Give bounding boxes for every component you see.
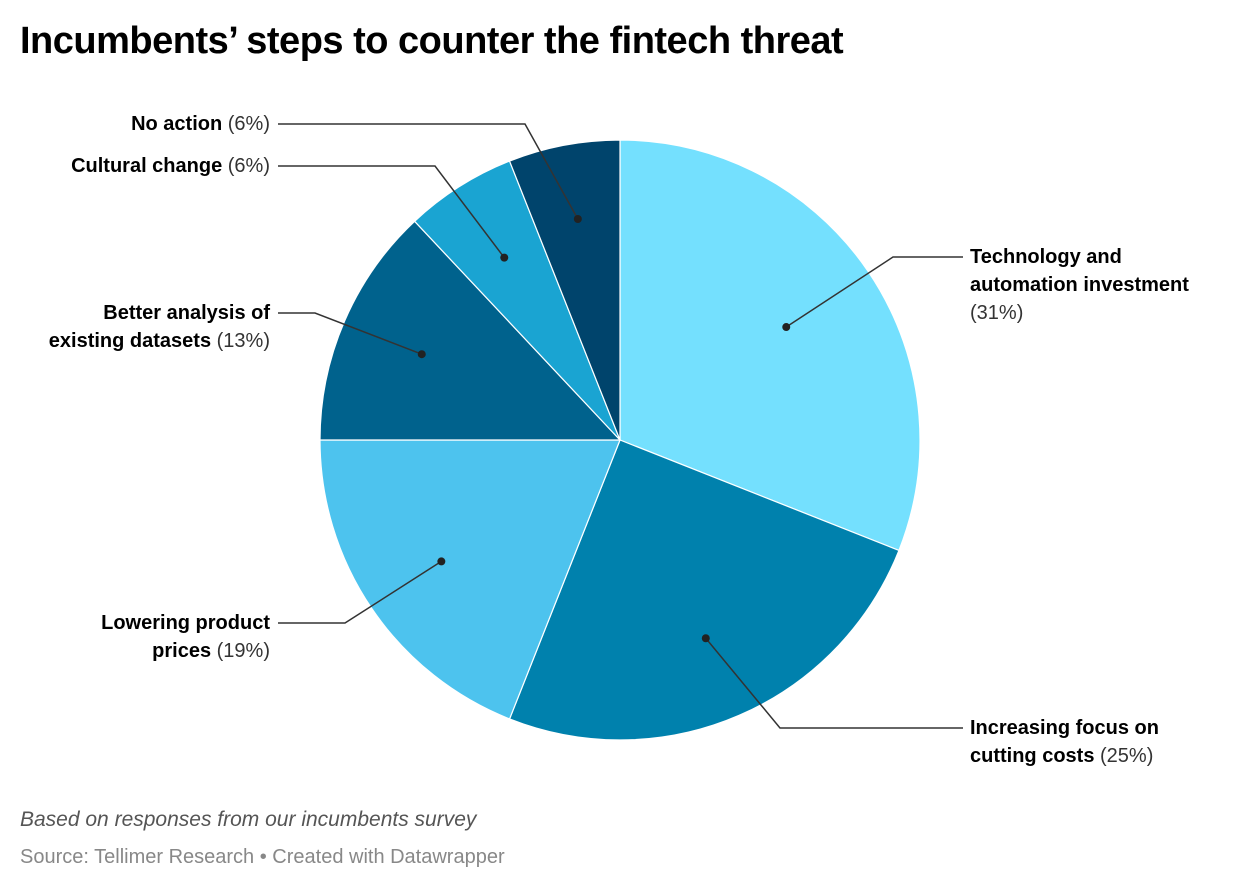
- label-technology-line2: automation investment: [970, 274, 1189, 296]
- leader-dot-technology: [782, 323, 791, 332]
- leader-line-prices: [278, 560, 442, 624]
- label-costs-line1: Increasing focus on: [970, 717, 1159, 739]
- label-analysis-pct: (13%): [216, 330, 270, 352]
- leader-dot-noaction: [573, 214, 582, 223]
- chart-note: Based on responses from our incumbents s…: [20, 808, 477, 831]
- label-cultural: Cultural change (6%): [71, 152, 270, 180]
- label-noaction: No action (6%): [131, 110, 270, 138]
- label-prices-line1: Lowering product: [101, 612, 270, 634]
- label-costs-pct: (25%): [1100, 745, 1154, 767]
- pie-slice-costs: [508, 439, 900, 741]
- label-cultural-pct: (6%): [227, 155, 270, 177]
- label-noaction-pct: (6%): [227, 113, 270, 135]
- label-analysis-line1: Better analysis of: [103, 302, 270, 324]
- pie-slice-prices: [319, 439, 621, 720]
- label-analysis: Better analysis of existing datasets (13…: [49, 299, 270, 355]
- leader-line-cultural: [278, 165, 505, 259]
- label-costs-line2: cutting costs: [970, 745, 1095, 767]
- pie-slice-analysis: [319, 220, 622, 441]
- label-noaction-line1: No action: [131, 113, 223, 135]
- label-cultural-line1: Cultural change: [71, 155, 223, 177]
- leader-dot-cultural: [500, 253, 509, 262]
- leader-line-costs: [705, 637, 963, 729]
- chart-title: Incumbents’ steps to counter the fintech…: [20, 20, 844, 62]
- label-costs: Increasing focus on cutting costs (25%): [970, 714, 1159, 770]
- label-analysis-line2: existing datasets: [48, 330, 212, 352]
- label-technology-line1: Technology and: [970, 246, 1122, 268]
- label-technology-pct: (31%): [970, 302, 1024, 324]
- leader-dot-analysis: [417, 350, 426, 359]
- leader-line-noaction: [278, 123, 579, 220]
- leader-line-technology: [785, 256, 963, 328]
- label-prices: Lowering product prices (19%): [101, 609, 270, 665]
- pie-slice-noaction: [508, 139, 621, 441]
- leader-dot-costs: [701, 634, 710, 643]
- leader-dot-prices: [437, 557, 446, 566]
- label-technology: Technology and automation investment (31…: [970, 243, 1189, 327]
- label-prices-pct: (19%): [216, 640, 270, 662]
- leader-line-analysis: [278, 312, 423, 355]
- label-prices-line2: prices: [152, 640, 212, 662]
- pie-slice-technology: [619, 139, 921, 552]
- chart-source: Source: Tellimer Research • Created with…: [20, 846, 505, 868]
